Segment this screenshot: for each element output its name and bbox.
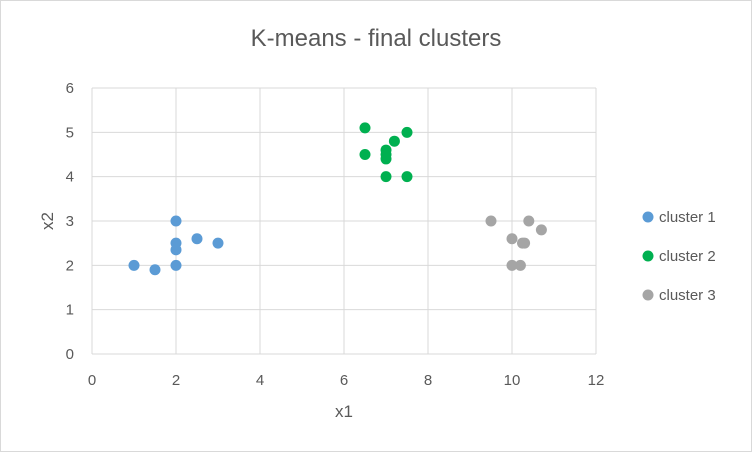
data-point-cluster-1: [170, 259, 182, 271]
x-tick-label: 10: [504, 372, 521, 389]
y-tick-label: 0: [66, 346, 74, 363]
data-point-cluster-2: [359, 149, 371, 160]
legend-marker-cluster-2: [642, 250, 654, 262]
y-tick-label: 6: [66, 80, 74, 97]
x-tick-label: 6: [340, 372, 348, 389]
data-point-cluster-1: [170, 215, 182, 227]
legend-label-cluster-1: cluster 1: [659, 209, 716, 226]
data-point-cluster-1: [191, 233, 203, 245]
legend-marker-cluster-1: [642, 211, 654, 223]
data-point-cluster-3: [514, 259, 526, 271]
x-axis-label: x1: [335, 402, 353, 421]
data-point-cluster-3: [485, 215, 497, 227]
y-axis-label: x2: [38, 212, 57, 230]
data-point-cluster-2: [359, 122, 371, 134]
x-tick-label: 8: [424, 372, 432, 389]
x-tick-label: 0: [88, 372, 96, 389]
data-point-cluster-2: [380, 171, 392, 183]
y-tick-label: 5: [66, 124, 74, 141]
legend-label-cluster-2: cluster 2: [659, 248, 716, 265]
legend-marker-cluster-3: [642, 289, 654, 301]
x-tick-label: 12: [588, 372, 605, 389]
gridlines: [91, 87, 597, 355]
y-tick-label: 3: [66, 213, 74, 230]
data-point-cluster-2: [388, 135, 400, 147]
legend-label-cluster-3: cluster 3: [659, 287, 716, 304]
data-point-cluster-3: [506, 233, 518, 245]
chart-title: K-means - final clusters: [250, 25, 502, 52]
data-point-cluster-3: [535, 224, 547, 236]
data-point-cluster-1: [128, 259, 140, 271]
data-point-cluster-3: [506, 259, 518, 271]
data-point-cluster-1: [170, 244, 182, 256]
y-tick-label: 4: [66, 169, 74, 186]
data-point-cluster-3: [519, 237, 531, 249]
y-tick-label: 2: [66, 257, 74, 274]
data-point-cluster-2: [380, 153, 392, 165]
x-tick-label: 4: [256, 372, 264, 389]
data-point-cluster-1: [212, 237, 224, 249]
data-point-cluster-3: [523, 215, 535, 227]
data-point-cluster-2: [401, 126, 413, 138]
data-point-cluster-2: [401, 171, 413, 183]
x-tick-label: 2: [172, 372, 180, 389]
legend: cluster 1 cluster 2 cluster 3: [642, 209, 716, 304]
data-point-cluster-1: [149, 264, 161, 276]
data-points: [128, 122, 547, 276]
y-tick-label: 1: [66, 302, 74, 319]
